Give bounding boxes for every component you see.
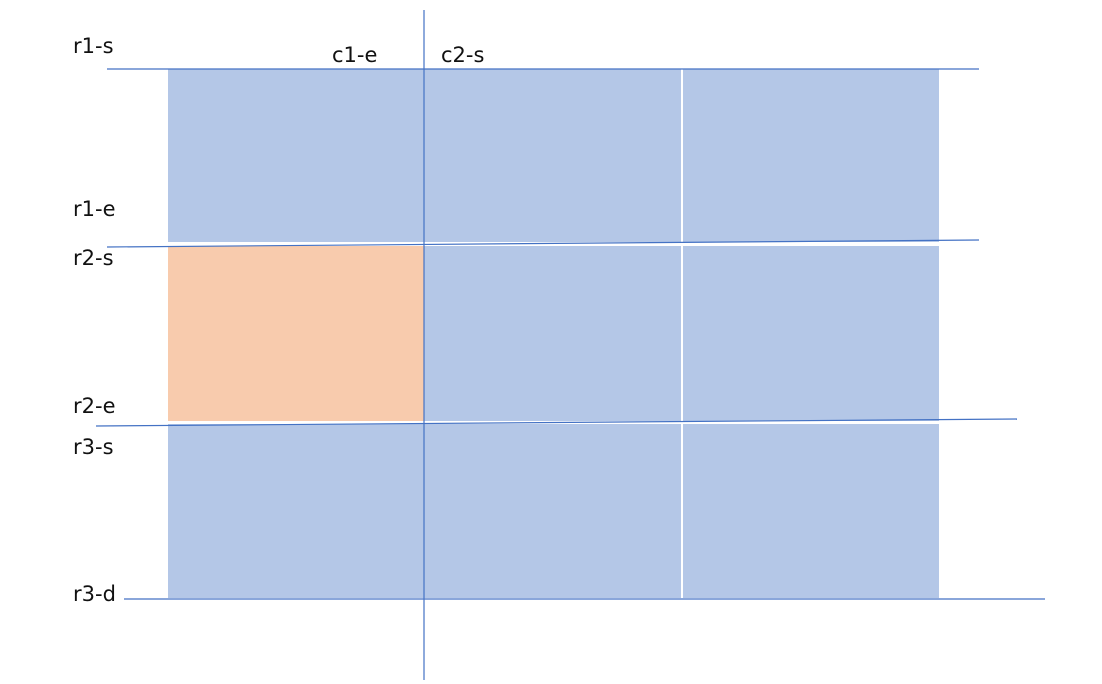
guide-line-r2-e-r3-s	[95, 418, 1018, 427]
label-r3-s: r3-s	[73, 435, 114, 459]
label-c2-s: c2-s	[441, 43, 484, 67]
label-r3-d: r3-d	[73, 582, 116, 606]
cell-r1-c3	[683, 69, 939, 242]
cell-r2-c3	[683, 246, 939, 421]
cell-r2-c2	[424, 246, 681, 421]
label-r1-e: r1-e	[73, 197, 116, 221]
guide-line-r1-e-r2-s	[106, 239, 980, 248]
cell-r1-c1	[168, 69, 424, 242]
cell-r3-c1	[168, 424, 424, 598]
cell-r3-c3	[683, 424, 939, 598]
cell-r3-c2	[424, 424, 681, 598]
label-r2-e: r2-e	[73, 394, 116, 418]
cell-r2-c1-highlighted	[168, 246, 424, 421]
label-r2-s: r2-s	[73, 246, 114, 270]
label-c1-e: c1-e	[332, 43, 377, 67]
label-r1-s: r1-s	[73, 34, 114, 58]
cell-r1-c2	[424, 69, 681, 242]
